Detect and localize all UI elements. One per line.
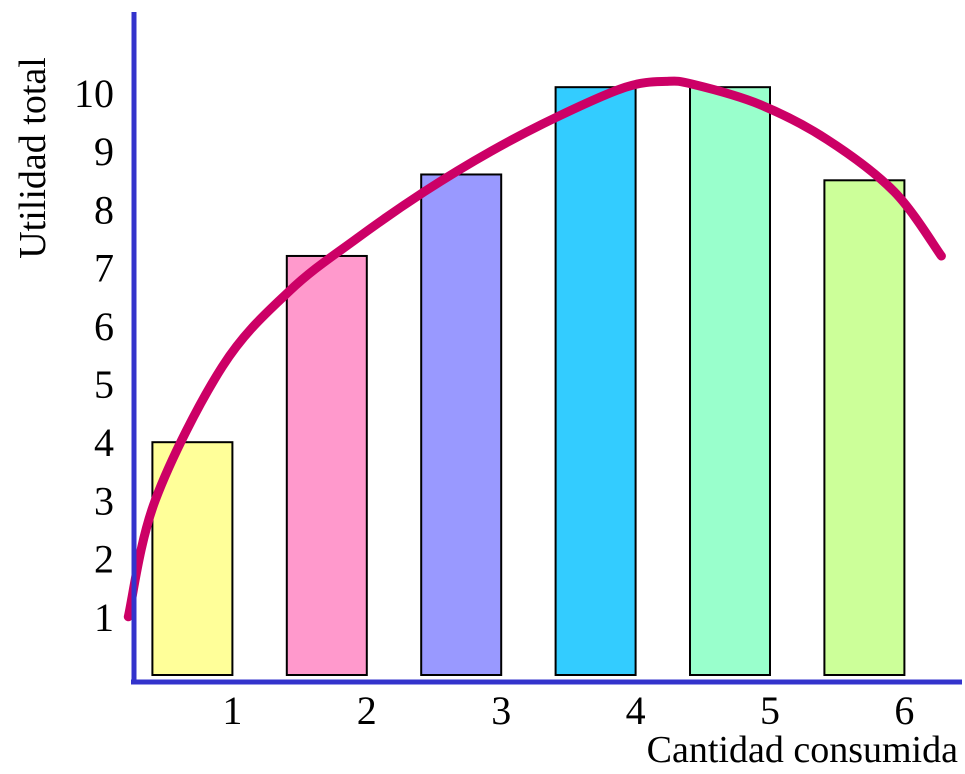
y-tick-label: 4	[94, 420, 114, 465]
x-axis-title: Cantidad consumida	[647, 729, 958, 771]
x-tick-label: 4	[626, 688, 646, 733]
x-tick-label: 6	[894, 688, 914, 733]
utility-curve	[123, 76, 946, 622]
bar-2	[285, 254, 368, 677]
x-tick-label: 3	[491, 688, 511, 733]
bars-group	[151, 86, 906, 677]
x-tick-label: 2	[357, 688, 377, 733]
y-tick-label: 6	[94, 304, 114, 349]
y-tick-labels: 1 2 3 4 5 6 7 8 9 10	[74, 71, 114, 640]
y-tick-label: 10	[74, 71, 114, 116]
bar-4	[554, 86, 637, 677]
bar-3	[420, 173, 503, 676]
y-axis-title: Utilidad total	[12, 57, 54, 259]
y-tick-label: 1	[94, 595, 114, 640]
y-tick-label: 9	[94, 129, 114, 174]
x-tick-label: 1	[222, 688, 242, 733]
x-tick-label: 5	[760, 688, 780, 733]
y-tick-label: 7	[94, 246, 114, 291]
x-tick-labels: 1 2 3 4 5 6	[222, 688, 914, 733]
y-tick-label: 3	[94, 478, 114, 523]
bar-6	[823, 179, 906, 677]
y-tick-label: 2	[94, 537, 114, 582]
bar-5	[689, 86, 771, 677]
y-tick-label: 8	[94, 187, 114, 232]
y-tick-label: 5	[94, 362, 114, 407]
curve-group	[123, 76, 946, 622]
